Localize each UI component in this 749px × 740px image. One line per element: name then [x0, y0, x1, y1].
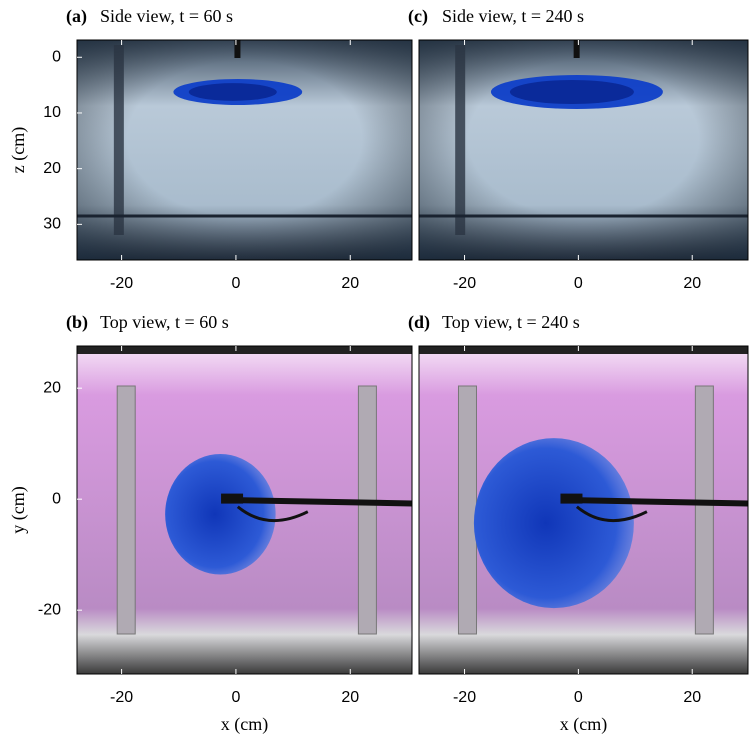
- pillar: [458, 386, 476, 634]
- panel-label: (b): [66, 312, 88, 333]
- tank-vignette: [419, 40, 748, 260]
- dye-patch: [474, 438, 634, 608]
- panel-title: Top view, t = 60 s: [100, 312, 229, 332]
- dye-plume-core: [189, 83, 277, 101]
- x-tick-label: -20: [110, 275, 133, 292]
- tank-top-edge: [77, 346, 412, 354]
- pillar: [117, 386, 135, 634]
- y-tick-label: 20: [43, 379, 61, 396]
- panel-label: (a): [66, 6, 87, 27]
- x-tick-label: 0: [574, 689, 583, 706]
- photo: [419, 40, 748, 260]
- tank-rod: [455, 45, 465, 235]
- x-tick-label: 0: [231, 689, 240, 706]
- probe: [560, 494, 582, 504]
- tank-top-edge: [419, 346, 748, 354]
- panel-label: (d): [408, 312, 430, 333]
- pillar: [695, 386, 713, 634]
- y-tick-label: -20: [38, 601, 61, 618]
- panel-title: Side view, t = 60 s: [100, 6, 233, 26]
- photo: [77, 346, 412, 674]
- y-tick-label: 0: [52, 490, 61, 507]
- panel-label: (c): [408, 6, 428, 27]
- x-tick-label: 0: [231, 275, 240, 292]
- dye-plume-core: [510, 80, 634, 104]
- x-tick-label: -20: [453, 689, 476, 706]
- x-axis-label: x (cm): [560, 714, 607, 735]
- photo: [77, 40, 412, 260]
- y-tick-label: 0: [52, 48, 61, 65]
- dye-patch: [165, 454, 276, 575]
- y-axis-label: z (cm): [8, 127, 29, 173]
- x-axis-label: x (cm): [221, 714, 268, 735]
- x-tick-label: 0: [574, 275, 583, 292]
- probe: [221, 494, 243, 504]
- pillar: [358, 386, 376, 634]
- tank-rod: [114, 45, 124, 235]
- tube: [574, 500, 748, 503]
- x-tick-label: 20: [341, 689, 359, 706]
- panel-title: Top view, t = 240 s: [442, 312, 580, 332]
- x-tick-label: 20: [683, 275, 701, 292]
- y-tick-label: 10: [43, 104, 61, 121]
- nozzle: [234, 40, 240, 58]
- tube: [234, 500, 412, 503]
- y-tick-label: 20: [43, 160, 61, 177]
- tank-vignette: [77, 40, 412, 260]
- x-tick-label: -20: [110, 689, 133, 706]
- panel-title: Side view, t = 240 s: [442, 6, 584, 26]
- y-tick-label: 30: [43, 216, 61, 233]
- x-tick-label: 20: [341, 275, 359, 292]
- x-tick-label: 20: [683, 689, 701, 706]
- photo: [419, 346, 748, 674]
- x-tick-label: -20: [453, 275, 476, 292]
- y-axis-label: y (cm): [8, 486, 29, 533]
- figure: (a) Side view, t = 60 s -20 0 20 0 10 20 30 z (cm…: [0, 0, 749, 740]
